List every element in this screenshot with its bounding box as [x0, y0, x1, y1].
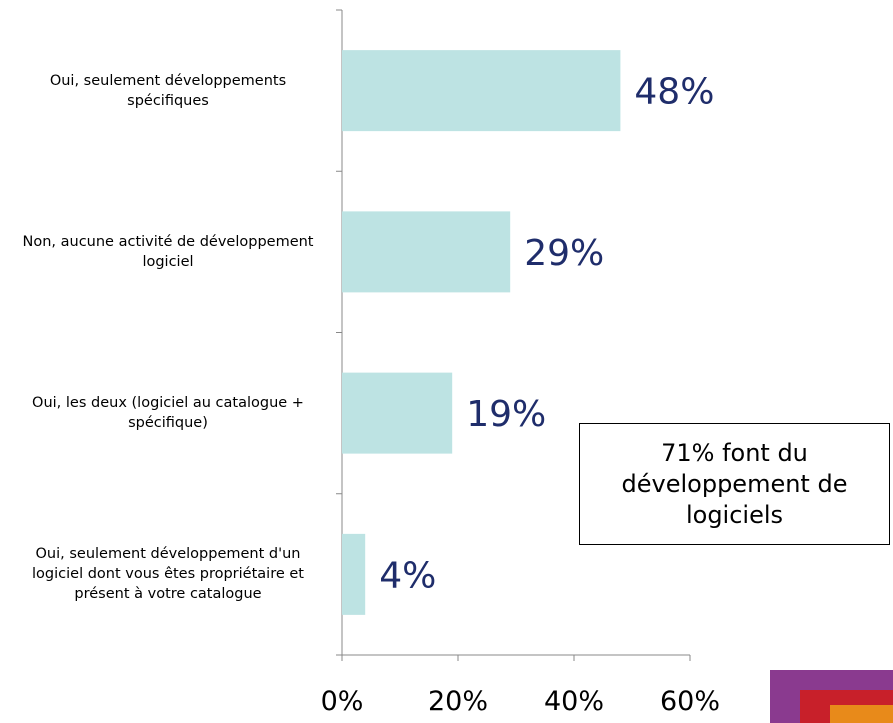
value-label: 29% [524, 233, 604, 274]
bar [342, 372, 453, 454]
bar [342, 50, 621, 132]
x-tick-label: 40% [544, 686, 604, 717]
category-label: Oui, seulement développement d'un logici… [32, 546, 304, 603]
category-label: Oui, seulement développements spécifique… [49, 72, 287, 109]
category-label: Oui, les deux (logiciel au catalogue + s… [32, 395, 304, 432]
x-tick-label: 60% [660, 686, 720, 717]
value-label: 4% [379, 555, 436, 596]
value-label: 48% [634, 72, 714, 113]
category-label: Non, aucune activité de développement lo… [22, 233, 314, 270]
x-tick-label: 0% [321, 686, 364, 717]
bar [342, 533, 366, 615]
x-tick-label: 20% [428, 686, 488, 717]
annotation: 71% font du développement de logiciels [579, 423, 890, 545]
bar [342, 211, 511, 293]
logo [770, 670, 893, 723]
value-label: 19% [466, 394, 546, 435]
